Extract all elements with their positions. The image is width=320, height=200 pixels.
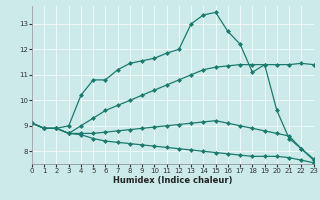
X-axis label: Humidex (Indice chaleur): Humidex (Indice chaleur) (113, 176, 233, 185)
